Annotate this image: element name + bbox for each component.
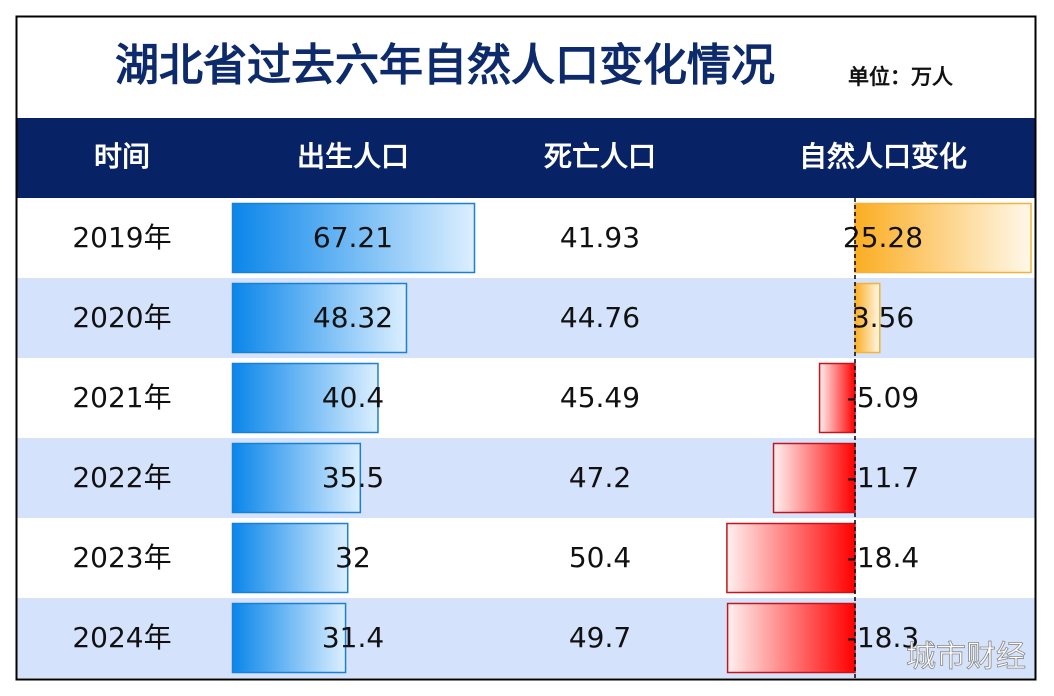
- value-cell: -5.09: [847, 381, 919, 414]
- row: 2022年 35.5 47.2 -11.7: [16, 438, 1036, 518]
- year-cell: 2023年: [72, 541, 171, 574]
- change-bar: [726, 522, 856, 594]
- value-cell: -11.7: [847, 461, 919, 494]
- year-cell: 2020年: [72, 301, 171, 334]
- column-header: 时间: [94, 140, 150, 173]
- change-bar: [854, 202, 1032, 274]
- value-cell: -18.4: [847, 541, 919, 574]
- row: 2020年 48.32 44.76 3.56: [16, 278, 1036, 358]
- row-background: [16, 438, 1036, 518]
- birth-bar: [231, 362, 379, 434]
- birth-bar: [231, 282, 408, 354]
- row-background: [16, 358, 1036, 438]
- value-cell: 50.4: [569, 541, 631, 574]
- birth-bar: [231, 442, 362, 514]
- row: 2024年 31.4 49.7 -18.3: [16, 598, 1036, 678]
- value-cell: 41.93: [560, 221, 640, 254]
- value-cell: 40.4: [322, 381, 384, 414]
- column-header: 出生人口: [297, 140, 409, 173]
- change-bar: [772, 442, 856, 514]
- column-header: 自然人口变化: [799, 140, 967, 173]
- value-cell: 31.4: [322, 621, 384, 654]
- year-cell: 2021年: [72, 381, 171, 414]
- outer-border: [15, 15, 1037, 681]
- row: 2023年 32 50.4 -18.4: [16, 518, 1036, 598]
- value-cell: 32: [335, 541, 371, 574]
- watermark: 城市财经: [906, 640, 1026, 675]
- value-cell: 25.28: [843, 221, 923, 254]
- value-cell: 47.2: [569, 461, 631, 494]
- value-cell: 3.56: [852, 301, 914, 334]
- row-background: [16, 598, 1036, 678]
- year-cell: 2024年: [72, 621, 171, 654]
- year-cell: 2019年: [72, 221, 171, 254]
- change-bar: [818, 362, 856, 434]
- column-header: 死亡人口: [544, 140, 656, 173]
- value-cell: 44.76: [560, 301, 640, 334]
- row-background: [16, 518, 1036, 598]
- header-row: 时间 出生人口 死亡人口 自然人口变化: [94, 140, 967, 173]
- title: 湖北省过去六年自然人口变化情况: [115, 40, 775, 91]
- value-cell: 45.49: [560, 381, 640, 414]
- value-cell: 48.32: [313, 301, 393, 334]
- value-cell: 35.5: [322, 461, 384, 494]
- header-band: [16, 118, 1036, 198]
- value-cell: 49.7: [569, 621, 631, 654]
- row: 2021年 40.4 45.49 -5.09: [16, 358, 1036, 438]
- year-cell: 2022年: [72, 461, 171, 494]
- birth-bar: [231, 522, 349, 594]
- value-cell: -18.3: [847, 621, 919, 654]
- birth-bar: [231, 602, 347, 674]
- value-cell: 67.21: [313, 221, 393, 254]
- birth-bar: [231, 202, 476, 274]
- row: 2019年 67.21 41.93 25.28: [16, 198, 1036, 278]
- rows: 时间 出生人口 死亡人口 自然人口变化 2019年 67.21 41.93 25.28 2020…: [16, 140, 1036, 678]
- change-bar: [726, 602, 856, 674]
- unit: 单位：万人: [848, 65, 953, 89]
